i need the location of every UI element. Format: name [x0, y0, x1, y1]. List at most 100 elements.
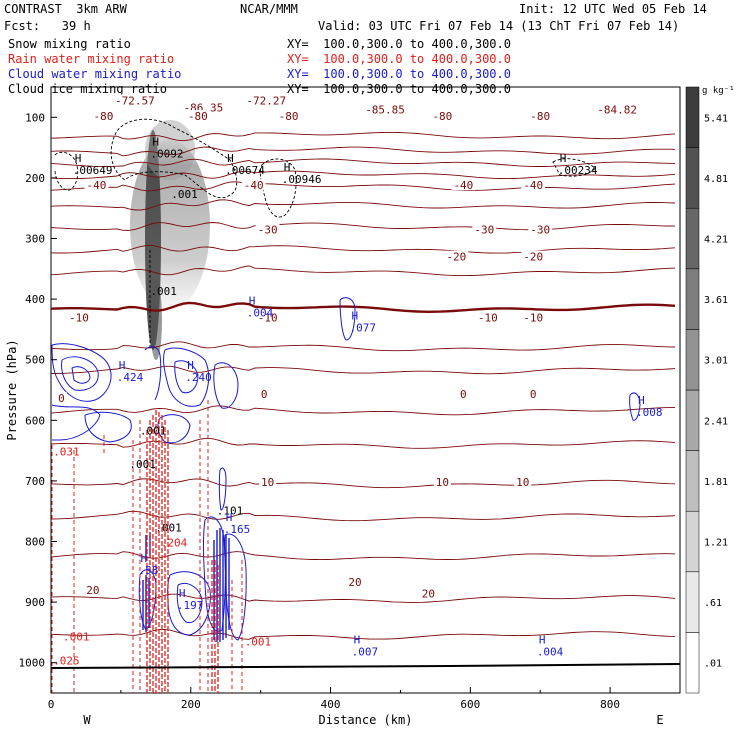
- temperature-label: -85.85: [365, 103, 405, 116]
- x-axis-label: Distance (km): [319, 713, 413, 727]
- maximum-value: .0092: [150, 147, 183, 160]
- temperature-contour-line: [51, 158, 676, 167]
- x-end-label-west: W: [83, 713, 91, 727]
- temperature-contour-line: [51, 551, 676, 561]
- temperature-label: -72.27: [246, 94, 286, 107]
- temperature-label-bg: [241, 179, 266, 191]
- y-tick-label: 1000: [19, 657, 46, 670]
- cloud-water-core: [142, 528, 230, 642]
- temperature-label-bg: [451, 179, 476, 191]
- cloud-water-contour: [144, 346, 162, 401]
- maximum-marker-h: H: [119, 359, 126, 372]
- maximum-value: .004: [247, 306, 274, 319]
- cloud-ice-contour: [552, 158, 596, 177]
- field-xsec-cloud-water: XY= 100.0,300.0 to 400.0,300.0: [287, 67, 511, 81]
- field-name-cloud-water: Cloud water mixing ratio: [8, 67, 182, 81]
- maximum-marker-h: H: [227, 152, 234, 165]
- maximum-marker-h: H: [152, 135, 159, 148]
- snow-shading-halo: [130, 140, 210, 310]
- colorbar-swatch: [685, 450, 700, 512]
- temperature-label-bg: [419, 587, 437, 599]
- y-tick-label: 900: [25, 596, 45, 609]
- cloud-ice-contour: [259, 158, 297, 218]
- temperature-contour-line: [51, 265, 676, 277]
- colorbar: .01 .61 1.21 1.81 2.41 3.01 3.61 4.21 4.81 5.41 g …: [685, 86, 735, 694]
- temperature-label-bg: [521, 179, 546, 191]
- maximum-value: .197: [177, 599, 204, 612]
- maximum-marker-h: H: [75, 152, 82, 165]
- field-xsec-cloud-ice: XY= 100.0,300.0 to 400.0,300.0: [287, 82, 511, 96]
- surface-line: [51, 663, 680, 669]
- colorbar-level-label: 3.61: [704, 295, 728, 306]
- colorbar-unit: g kg⁻¹: [702, 86, 735, 96]
- temperature-contour-line: [51, 181, 676, 192]
- temperature-label: 10: [436, 476, 449, 489]
- temperature-label-bg: [472, 223, 497, 235]
- maximum-value: .00674: [225, 164, 265, 177]
- maximum-value: .004: [537, 646, 564, 659]
- temperature-label: -20: [446, 251, 466, 264]
- maximum-marker-h: H: [560, 152, 567, 165]
- temperature-label-bg: [255, 223, 280, 235]
- temperature-label: -30: [258, 223, 278, 236]
- temperature-contour-line: [51, 365, 676, 375]
- temperature-contour-line: [51, 222, 676, 231]
- temperature-label: 20: [86, 584, 99, 597]
- colorbar-level-label: .01: [704, 659, 722, 670]
- colorbar-swatch: [685, 207, 700, 270]
- maximum-value: .031: [53, 446, 79, 459]
- temperature-label-bg: [521, 311, 546, 323]
- maximum-value: .001: [155, 521, 182, 534]
- temperature-label: 10: [516, 476, 529, 489]
- colorbar-swatch: [685, 86, 700, 148]
- cloud-ice-contour: [54, 151, 79, 191]
- y-tick-label: 800: [25, 536, 45, 549]
- temperature-label-bg: [91, 110, 116, 122]
- maximum-value: .00649: [73, 164, 113, 177]
- cloud-water-contour: [61, 356, 99, 391]
- maximum-value: .00946: [282, 173, 322, 186]
- temperature-label-bg: [84, 179, 109, 191]
- colorbar-level-label: 1.21: [704, 538, 728, 549]
- temperature-label: 20: [348, 576, 361, 589]
- maximum-marker-h: H: [226, 511, 233, 524]
- temperature-label: 0: [460, 388, 467, 401]
- temperature-contour-line: [51, 510, 676, 522]
- field-xsec-rain: XY= 100.0,300.0 to 400.0,300.0: [287, 52, 511, 66]
- cloud-water-contour: [339, 297, 356, 341]
- temperature-labels: -72.57 -86.35 -72.27 -85.85 -84.82 -80 -80 -80 -…: [56, 94, 639, 601]
- cloud-water-contour: [84, 411, 132, 443]
- field-xsec-snow: XY= 100.0,300.0 to 400.0,300.0: [287, 37, 511, 51]
- temperature-label: 0: [58, 392, 65, 405]
- cloud-water-contour: [176, 583, 203, 624]
- x-end-label-east: E: [656, 713, 663, 727]
- maximum-marker-h: H: [352, 309, 359, 322]
- maximum-value: .001: [171, 188, 198, 201]
- maximum-value: .008: [636, 406, 663, 419]
- y-tick-label: 400: [25, 293, 45, 306]
- temperature-label-bg: [528, 110, 553, 122]
- cloud-ice-contours: [54, 118, 596, 350]
- maximum-value: .204: [161, 537, 188, 550]
- temperature-contour-line: [51, 170, 676, 180]
- cloud-water-contour: [218, 467, 227, 511]
- temperature-contour-line: [51, 478, 676, 489]
- maximum-marker-h: H: [179, 587, 186, 600]
- maximum-value: .025: [53, 655, 79, 668]
- cloud-ice-contour: [110, 118, 238, 198]
- temperature-label: 0: [261, 388, 268, 401]
- x-tick-label: 200: [181, 698, 201, 711]
- y-axis-label: Pressure (hPa): [5, 339, 19, 440]
- temperature-contour-line: [51, 301, 676, 314]
- temperature-label: -10: [258, 311, 278, 324]
- temperature-label-bg: [181, 101, 226, 113]
- cloud-water-contour: [224, 533, 247, 641]
- maximum-marker-h: H: [140, 552, 147, 565]
- maximum-marker-h: H: [354, 634, 361, 647]
- temperature-label-bg: [84, 583, 102, 595]
- rain-water-contours: [51, 400, 243, 693]
- temperature-label: 10: [261, 476, 274, 489]
- colorbar-level-label: 3.01: [704, 356, 728, 367]
- init-time: Init: 12 UTC Wed 05 Feb 14: [519, 2, 707, 16]
- temperature-label: -80: [188, 110, 208, 123]
